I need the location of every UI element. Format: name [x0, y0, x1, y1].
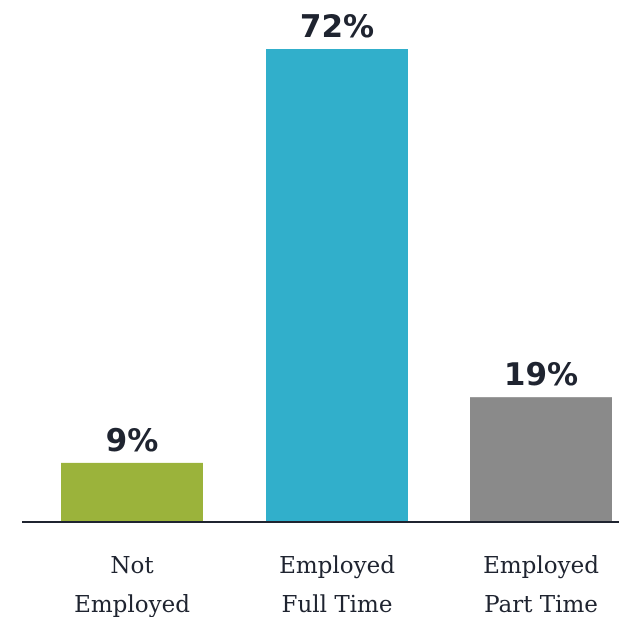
bar-employed-part-time	[470, 397, 612, 522]
bar-employed-full-time	[266, 49, 408, 522]
bars-group	[61, 49, 612, 522]
category-label-not-employed-line-1: Not	[110, 553, 154, 579]
category-labels-group: Not Employed Employed Full Time Employed Part…	[74, 553, 599, 617]
value-labels-group: 9% 72% 19%	[106, 9, 578, 459]
category-label-employed-full-time-line-2: Full Time	[282, 592, 393, 617]
value-label-employed-full-time: 72%	[300, 9, 374, 45]
value-label-not-employed: 9%	[106, 423, 159, 459]
category-label-employed-full-time-line-1: Employed	[279, 553, 395, 579]
category-label-employed-part-time-line-2: Part Time	[484, 592, 598, 617]
category-label-employed-part-time-line-1: Employed	[483, 553, 599, 579]
bar-not-employed	[61, 462, 203, 522]
value-label-employed-part-time: 19%	[504, 357, 578, 393]
category-label-not-employed-line-2: Employed	[74, 592, 190, 617]
